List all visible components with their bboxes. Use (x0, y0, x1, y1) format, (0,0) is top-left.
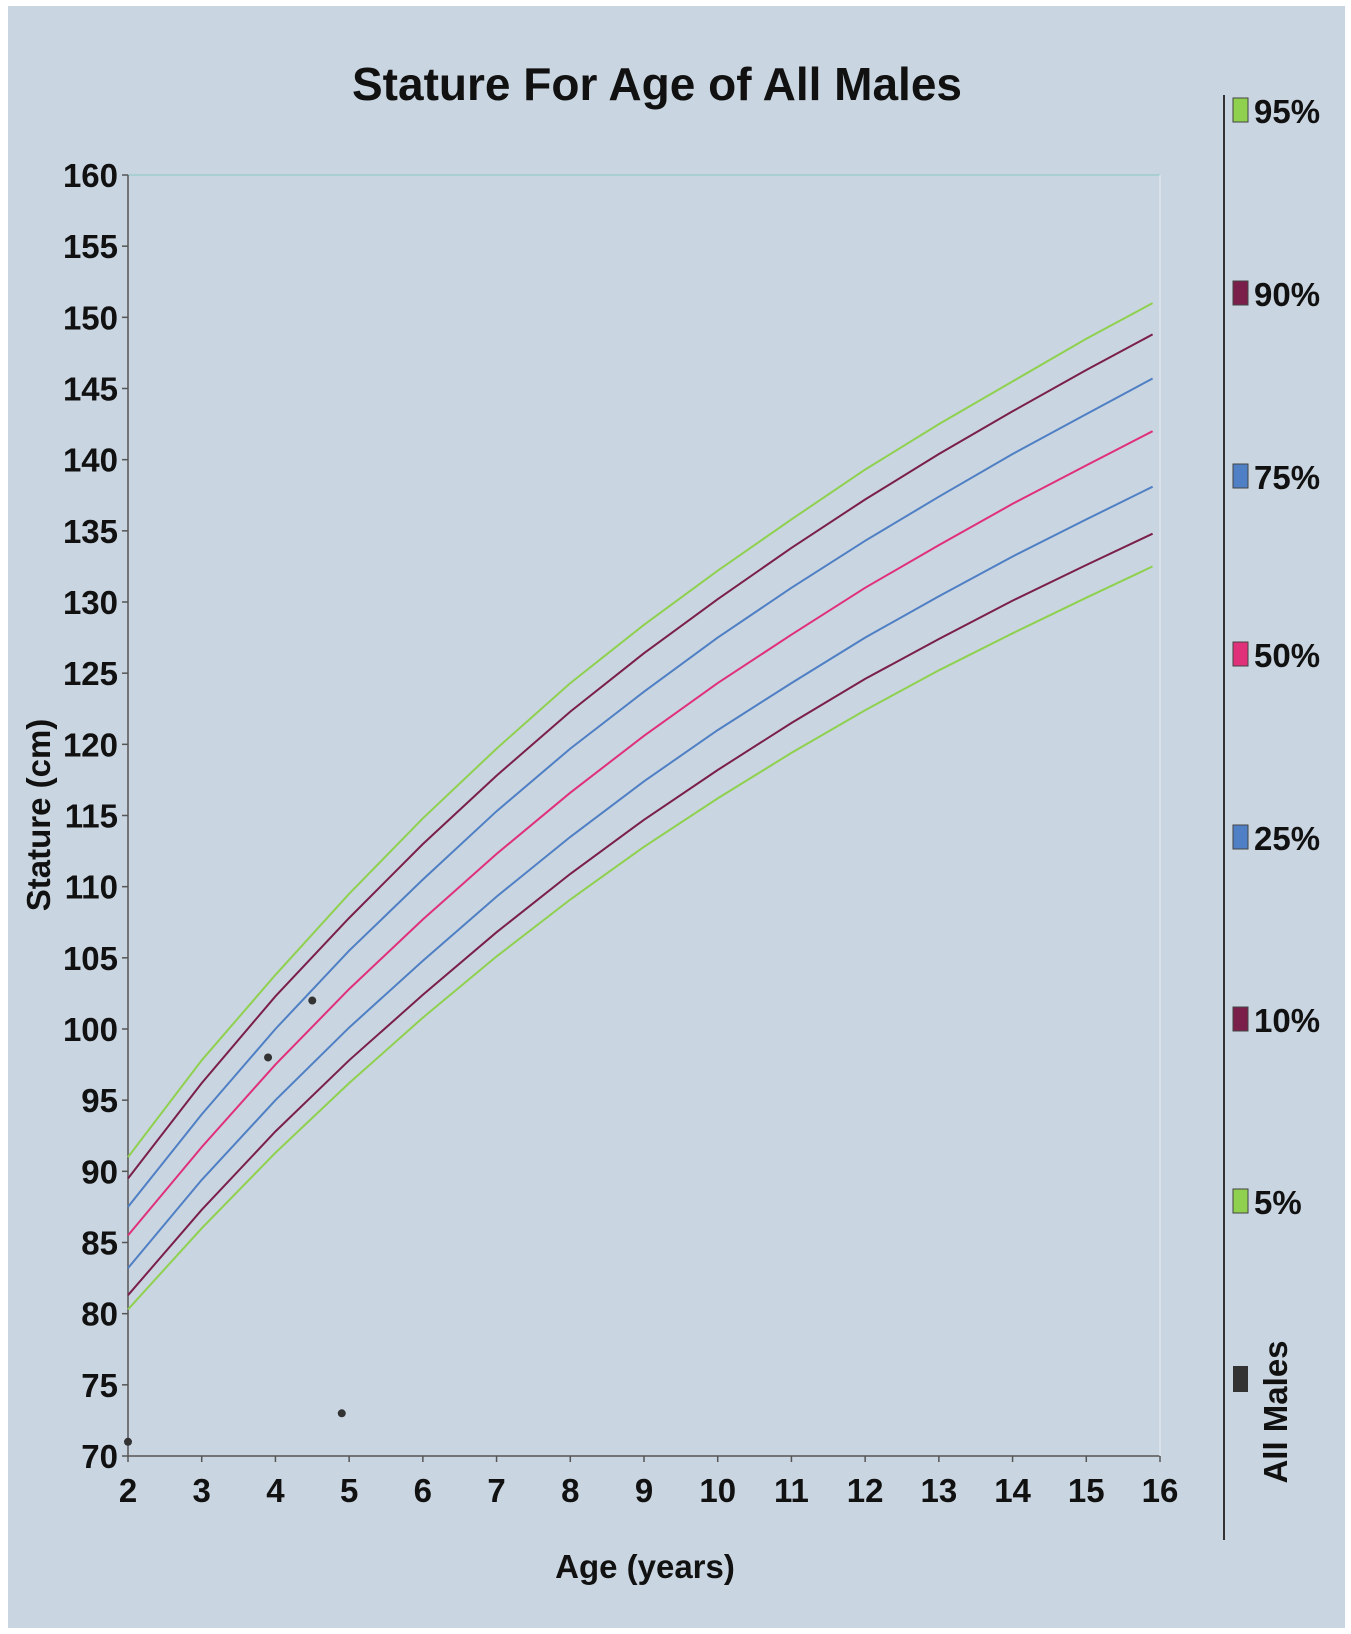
x-tick-label: 5 (340, 1472, 358, 1509)
legend-label: 95% (1254, 93, 1320, 130)
legend: 95% 90% 75% 50% 25% 10% 5% All Males (1223, 93, 1320, 1540)
y-tick-label: 95 (81, 1082, 118, 1119)
legend-swatch-all-males (1233, 1366, 1248, 1392)
data-point (308, 996, 317, 1005)
legend-label: 5% (1254, 1184, 1302, 1221)
x-tick-label: 13 (920, 1472, 957, 1509)
legend-label: 90% (1254, 276, 1320, 313)
y-tick-label: 100 (63, 1011, 118, 1048)
y-tick-label: 115 (65, 798, 118, 835)
y-tick-label: 135 (63, 513, 118, 550)
x-tick-label: 12 (847, 1472, 884, 1509)
y-tick-label: 155 (63, 228, 118, 265)
chart-title: Stature For Age of All Males (352, 58, 962, 110)
series-line-25pct (127, 485, 1154, 1269)
x-tick-label: 3 (193, 1472, 211, 1509)
y-tick-label: 125 (63, 655, 118, 692)
x-tick-label: 7 (487, 1472, 505, 1509)
y-tick-label: 105 (63, 940, 118, 977)
y-tick-label: 80 (81, 1296, 118, 1333)
x-tick-label: 8 (561, 1472, 579, 1509)
x-tick-label: 16 (1142, 1472, 1179, 1509)
data-point (337, 1409, 346, 1418)
y-tick-label: 120 (63, 726, 118, 763)
legend-label: 10% (1254, 1002, 1320, 1039)
x-tick-label: 6 (414, 1472, 432, 1509)
y-tick-label: 140 (63, 442, 118, 479)
legend-swatch (1232, 97, 1249, 123)
y-tick-label: 110 (65, 869, 118, 906)
y-tick-label: 160 (63, 157, 118, 194)
x-tick-label: 2 (119, 1472, 137, 1509)
plot-area: 7075808590951001051101151201251301351401… (63, 157, 1178, 1509)
y-axis-label: Stature (cm) (20, 719, 57, 912)
y-tick-label: 145 (63, 371, 118, 408)
legend-label: 50% (1254, 637, 1320, 674)
legend-swatch (1232, 1006, 1249, 1032)
data-point (264, 1053, 273, 1062)
x-tick-label: 14 (994, 1472, 1031, 1509)
series-line-50pct (127, 430, 1154, 1237)
x-axis-label: Age (years) (555, 1548, 735, 1585)
series-line-75pct (127, 377, 1154, 1208)
x-tick-label: 11 (774, 1472, 809, 1509)
y-tick-label: 70 (81, 1438, 118, 1475)
series-line-5pct (127, 565, 1154, 1311)
legend-swatch (1232, 280, 1249, 306)
y-tick-label: 90 (81, 1153, 118, 1190)
y-tick-label: 130 (63, 584, 118, 621)
legend-swatch (1232, 641, 1249, 667)
series-line-90pct (127, 333, 1154, 1180)
series-line-95pct (127, 302, 1154, 1158)
x-tick-label: 15 (1068, 1472, 1105, 1509)
y-tick-label: 150 (63, 299, 118, 336)
x-tick-label: 9 (635, 1472, 653, 1509)
x-tick-label: 4 (266, 1472, 285, 1509)
series-line-10pct (127, 532, 1154, 1296)
y-tick-label: 85 (81, 1225, 118, 1262)
legend-swatch (1232, 824, 1249, 850)
chart-panel (8, 6, 1345, 1628)
legend-swatch (1232, 463, 1249, 489)
x-tick-label: 10 (699, 1472, 736, 1509)
data-point (124, 1437, 132, 1446)
y-tick-label: 75 (81, 1367, 118, 1404)
legend-label: 75% (1254, 459, 1320, 496)
legend-label: 25% (1254, 820, 1320, 857)
legend-swatch (1232, 1188, 1249, 1214)
legend-title: All Males (1257, 1340, 1294, 1483)
